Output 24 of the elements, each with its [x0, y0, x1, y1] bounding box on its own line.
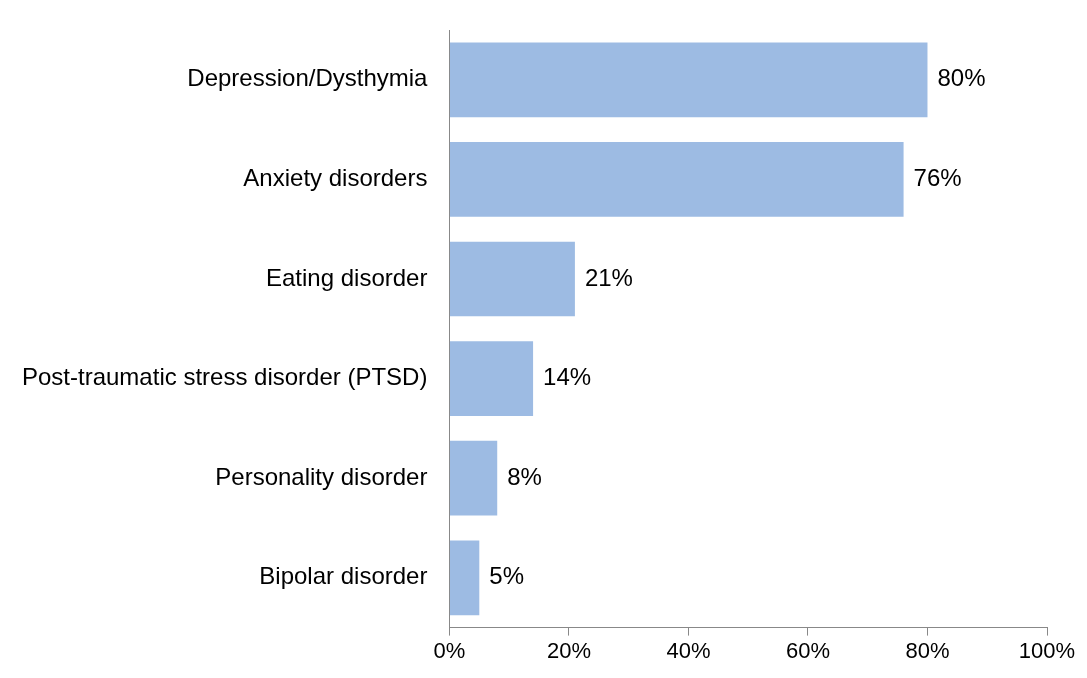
x-tick-label: 40%	[666, 637, 711, 663]
data-label: 5%	[489, 562, 524, 590]
x-tick-label: 100%	[1018, 637, 1076, 663]
y-tick-label: Personality disorder	[215, 462, 428, 490]
bar	[449, 241, 575, 317]
bar	[449, 440, 498, 516]
bar	[449, 540, 480, 616]
data-label: 76%	[913, 164, 962, 192]
y-tick-label: Post-traumatic stress disorder (PTSD)	[22, 363, 428, 391]
bar	[449, 142, 904, 217]
y-tick-label: Anxiety disorders	[243, 164, 428, 192]
x-tick-label: 60%	[785, 637, 830, 663]
bar	[449, 42, 928, 118]
data-label: 80%	[937, 64, 986, 92]
x-tick-label: 0%	[433, 637, 466, 663]
x-tick-label: 20%	[546, 637, 591, 663]
bar	[449, 341, 534, 416]
y-tick-label: Eating disorder	[265, 263, 428, 291]
y-tick-label: Bipolar disorder	[259, 562, 428, 590]
x-tick-label: 80%	[905, 637, 950, 663]
y-tick-label: Depression/Dysthymia	[187, 64, 429, 92]
data-label: 21%	[584, 263, 633, 291]
data-label: 14%	[543, 363, 592, 391]
data-label: 8%	[507, 462, 542, 490]
